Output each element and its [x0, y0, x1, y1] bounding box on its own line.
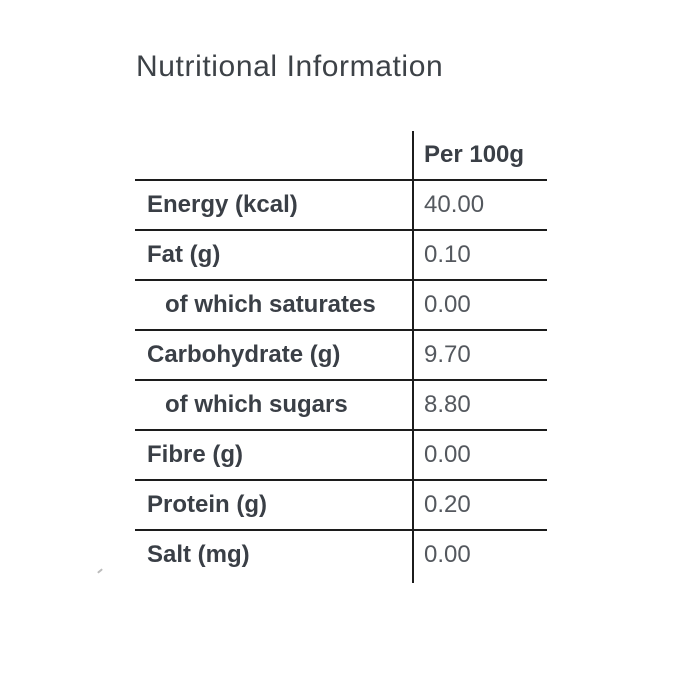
row-value: 0.00 — [424, 291, 471, 318]
row-label: Energy (kcal) — [147, 191, 298, 218]
table-row: Carbohydrate (g) 9.70 — [135, 329, 547, 379]
row-label: Salt (mg) — [147, 541, 250, 568]
table-header-row: Per 100g — [135, 131, 547, 179]
row-value: 9.70 — [424, 341, 471, 368]
table-row: Fibre (g) 0.00 — [135, 429, 547, 479]
table-row: Protein (g) 0.20 — [135, 479, 547, 529]
row-label: Fat (g) — [147, 241, 221, 268]
row-label: Protein (g) — [147, 491, 267, 518]
table-row: of which sugars 8.80 — [135, 379, 547, 429]
page-title: Nutritional Information — [136, 50, 444, 83]
nutrition-table: Per 100g Energy (kcal) 40.00 Fat (g) 0.1… — [135, 131, 547, 583]
table-row: Energy (kcal) 40.00 — [135, 179, 547, 229]
table-body: Energy (kcal) 40.00 Fat (g) 0.10 of whic… — [135, 179, 547, 579]
row-value: 40.00 — [424, 191, 485, 218]
header-label-cell — [135, 131, 413, 179]
column-divider-line — [412, 131, 414, 583]
row-label: of which sugars — [165, 391, 348, 418]
row-value: 0.10 — [424, 241, 471, 268]
row-value: 0.00 — [424, 441, 471, 468]
row-label: of which saturates — [165, 291, 376, 318]
row-label: Carbohydrate (g) — [147, 341, 341, 368]
table-row: Fat (g) 0.10 — [135, 229, 547, 279]
row-value: 0.00 — [424, 541, 471, 568]
table-row: of which saturates 0.00 — [135, 279, 547, 329]
row-value: 8.80 — [424, 391, 471, 418]
table-row: Salt (mg) 0.00 — [135, 529, 547, 579]
artifact-mark — [97, 568, 103, 574]
row-label: Fibre (g) — [147, 441, 243, 468]
row-value: 0.20 — [424, 491, 471, 518]
value-column-header: Per 100g — [424, 141, 525, 168]
